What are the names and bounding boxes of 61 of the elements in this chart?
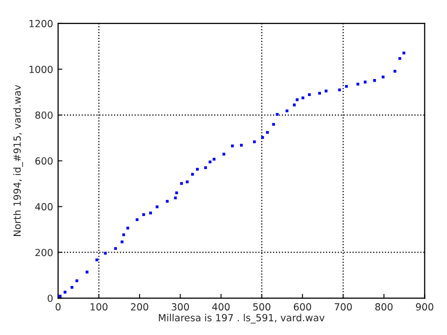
point (364, 80, 367, 84)
point (70, 286, 74, 289)
point (266, 131, 269, 134)
x-tick-label: 700 (334, 303, 352, 311)
point (373, 79, 376, 82)
point (253, 140, 256, 144)
point (126, 226, 130, 230)
point (208, 160, 212, 164)
y-tick-label: 400 (35, 203, 53, 210)
point (402, 52, 406, 54)
point (261, 136, 264, 139)
point (95, 258, 98, 262)
point (324, 90, 328, 92)
point (231, 144, 234, 148)
x-tick-label: 0 (56, 303, 61, 311)
y-tick-label: 200 (35, 248, 53, 256)
point (149, 212, 152, 214)
x-tick-label: 100 (90, 303, 108, 311)
point (156, 205, 158, 208)
point (345, 85, 348, 88)
point (272, 123, 275, 126)
point (240, 144, 243, 147)
y-axis-title: North 1994, id_#915, vard.wav (13, 84, 23, 236)
y-tick-label: 0 (48, 294, 53, 302)
point (338, 88, 341, 92)
x-tick-label: 600 (294, 303, 312, 311)
point (286, 110, 288, 112)
point (356, 82, 360, 86)
point (114, 247, 117, 250)
point (212, 158, 216, 161)
point (174, 196, 177, 200)
point (136, 218, 139, 222)
point (394, 70, 396, 73)
point (191, 172, 194, 176)
x-tick-label: 900 (416, 303, 434, 311)
point (58, 294, 62, 298)
point (64, 290, 66, 294)
point (292, 104, 296, 106)
point (120, 240, 124, 244)
x-tick-label: 800 (375, 303, 393, 311)
point (180, 182, 183, 185)
point (142, 213, 146, 216)
y-tick-label: 1000 (30, 66, 53, 74)
point (175, 191, 178, 194)
x-tick-label: 200 (130, 303, 148, 311)
point (382, 76, 384, 78)
point (196, 168, 199, 171)
point (398, 57, 402, 60)
point (222, 152, 226, 156)
y-tick-label: 600 (35, 157, 53, 165)
point (204, 166, 207, 170)
point (301, 96, 304, 100)
x-tick-label: 400 (212, 303, 230, 311)
y-tick-label: 1200 (30, 20, 53, 28)
x-axis-title: Millaresa is 197 . ls_591, vard.wav (158, 314, 325, 324)
x-tick-label: 500 (253, 303, 270, 311)
y-tick-label: 800 (35, 111, 53, 119)
point (86, 270, 88, 274)
x-tick-label: 300 (172, 303, 189, 311)
point (318, 92, 321, 95)
point (308, 93, 311, 96)
